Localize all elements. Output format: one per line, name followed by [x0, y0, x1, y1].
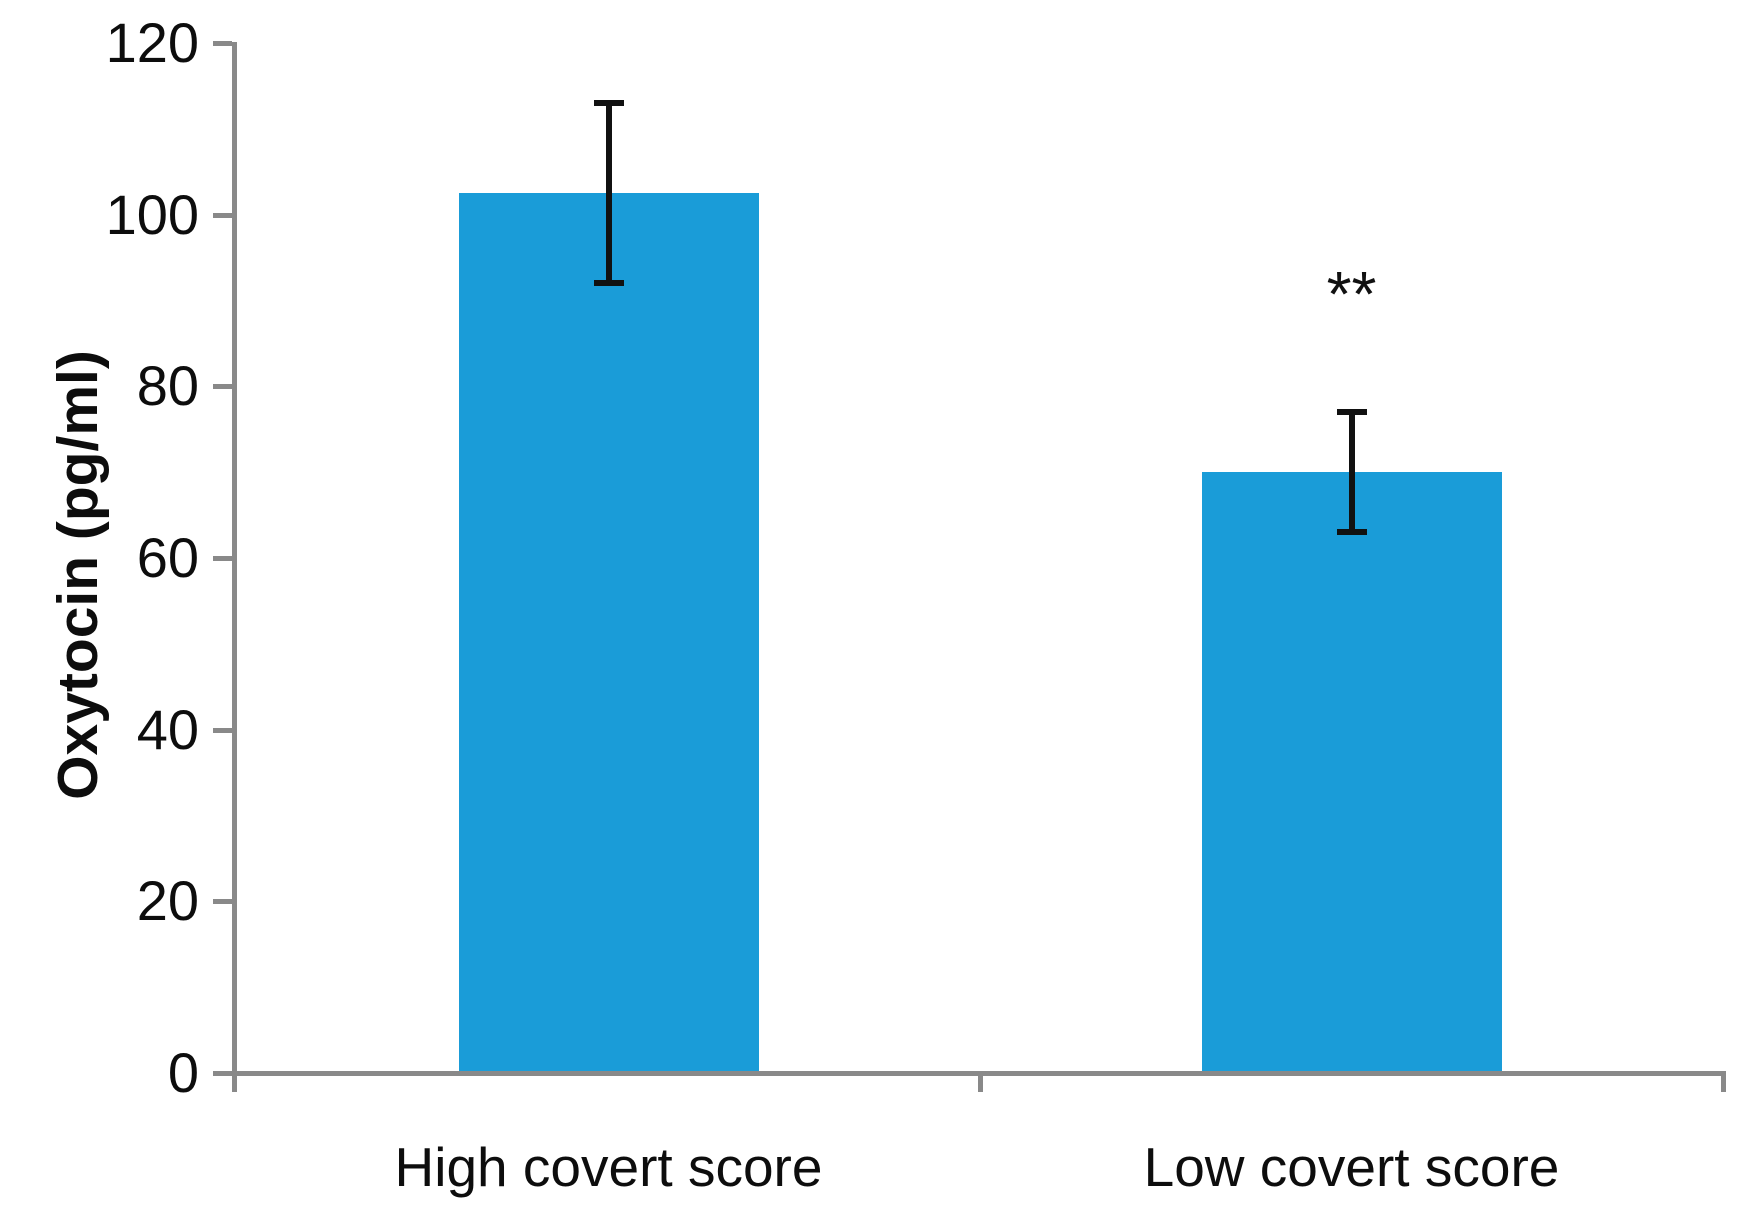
error-bar-cap-bottom	[593, 280, 624, 287]
y-tick-mark	[213, 1071, 232, 1076]
x-category-label: Low covert score	[1143, 1136, 1560, 1198]
y-tick-mark	[213, 727, 232, 733]
y-tick-label: 20	[136, 869, 199, 933]
y-tick-mark	[213, 41, 232, 46]
y-tick-label: 40	[136, 697, 199, 761]
y-tick-label: 120	[105, 11, 199, 74]
significance-marker: **	[1326, 258, 1377, 331]
error-bar-cap-top	[1336, 409, 1367, 416]
y-tick-mark	[213, 384, 232, 390]
y-axis-line	[232, 42, 237, 1092]
y-tick-label: 80	[136, 354, 199, 418]
bar	[1201, 472, 1502, 1073]
bar	[458, 193, 759, 1073]
x-category-label: High covert score	[394, 1136, 823, 1198]
y-tick-mark	[213, 899, 232, 905]
y-tick-label: 60	[136, 526, 199, 589]
error-bar-cap-top	[593, 100, 624, 107]
error-bar-cap-bottom	[1336, 529, 1367, 536]
x-axis-end-tick	[1721, 1071, 1726, 1092]
error-bar-line	[605, 103, 612, 284]
y-tick-mark	[213, 212, 232, 218]
y-tick-mark	[213, 556, 232, 561]
y-tick-label: 100	[105, 182, 199, 246]
y-tick-label: 0	[167, 1041, 199, 1104]
x-axis-category-tick	[978, 1071, 983, 1092]
error-bar-line	[1348, 412, 1355, 533]
